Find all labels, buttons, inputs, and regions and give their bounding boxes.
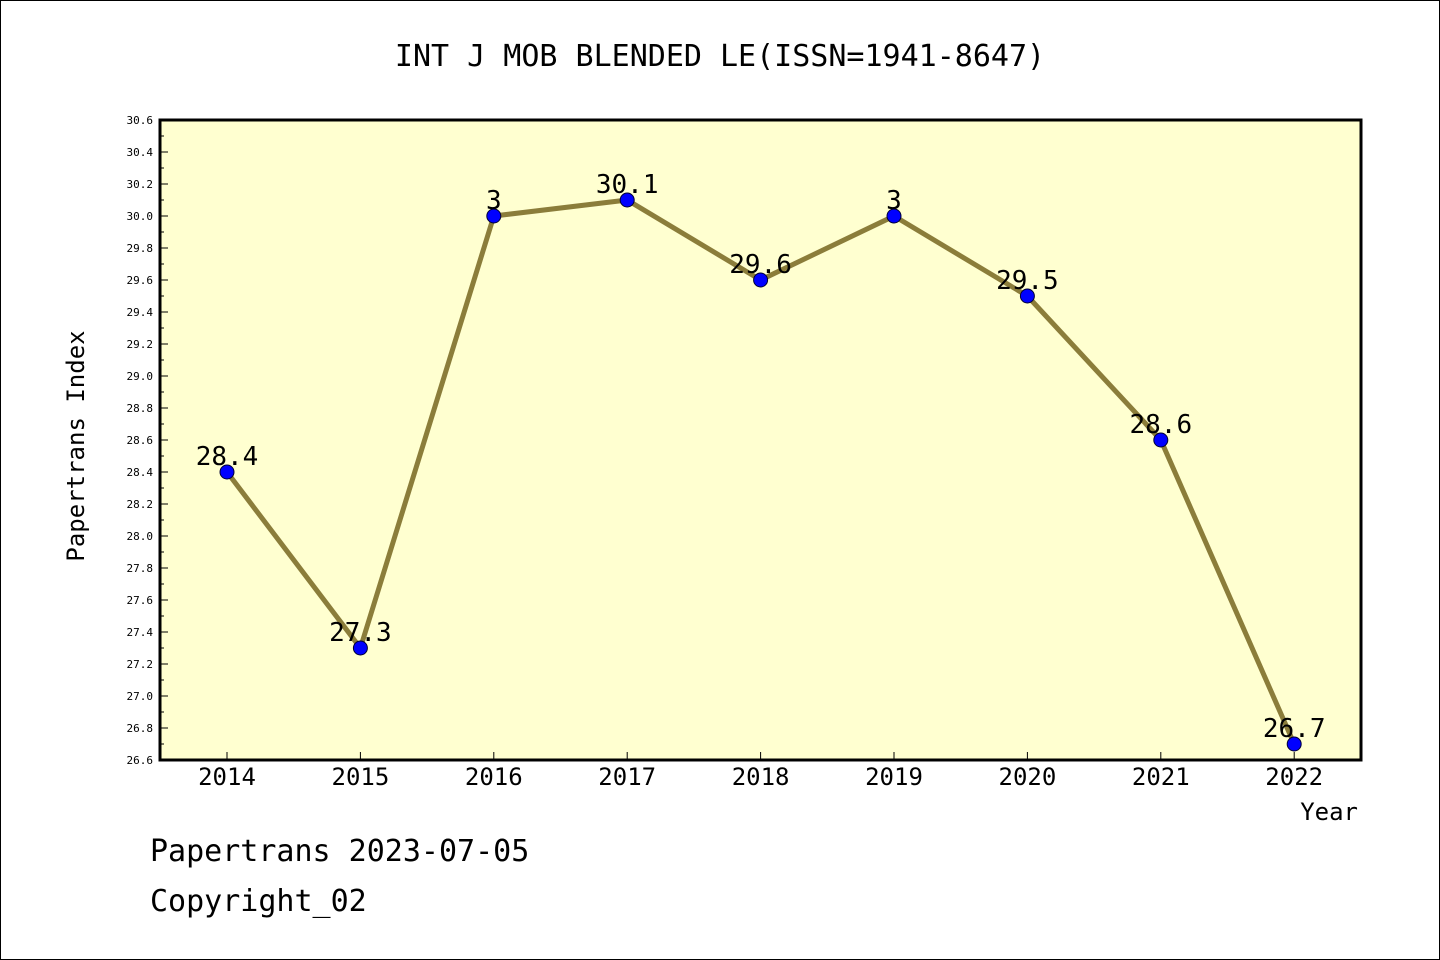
y-tick-label: 29.8 (127, 242, 154, 255)
x-tick-label: 2019 (865, 763, 923, 791)
y-tick-label: 28.4 (127, 466, 154, 479)
y-tick-label: 27.6 (127, 594, 154, 607)
y-tick-label: 29.0 (127, 370, 154, 383)
data-point (1286, 736, 1302, 752)
data-label: 3 (486, 186, 502, 216)
x-tick-label: 2018 (732, 763, 790, 791)
data-point (486, 208, 502, 224)
x-axis: 2014 2015 2016 2017 2018 2019 2020 2021 2022 (198, 752, 1323, 791)
y-tick-label: 27.0 (127, 690, 154, 703)
data-point (352, 640, 368, 656)
data-label: 26.7 (1263, 714, 1326, 744)
data-point (886, 208, 902, 224)
data-label: 30.1 (596, 170, 659, 200)
data-label: 27.3 (329, 618, 392, 648)
y-tick-label: 29.2 (127, 338, 154, 351)
data-labels: 28.4 27.3 3 30.1 29.6 3 29.5 28.6 26.7 (196, 170, 1326, 744)
y-tick-label: 30.2 (127, 178, 154, 191)
x-tick-label: 2014 (198, 763, 256, 791)
y-tick-label: 28.6 (127, 434, 154, 447)
y-tick-label: 30.6 (127, 114, 154, 127)
y-axis: 26.6 26.8 27.0 27.2 27.4 27.6 27.8 28.0 28.2 28.4… (127, 114, 168, 767)
y-tick-label: 28.8 (127, 402, 154, 415)
data-label: 29.6 (729, 250, 792, 280)
y-tick-label: 29.6 (127, 274, 154, 287)
footer-copyright: Copyright_02 (150, 884, 367, 919)
data-label: 28.6 (1129, 410, 1192, 440)
x-tick-label: 2021 (1132, 763, 1190, 791)
y-tick-label: 29.4 (127, 306, 154, 319)
y-axis-label: Papertrans Index (62, 330, 90, 561)
x-tick-label: 2022 (1265, 763, 1323, 791)
data-label: 28.4 (196, 442, 259, 472)
plot-area (158, 118, 1363, 762)
x-tick-label: 2017 (598, 763, 656, 791)
chart-title: INT J MOB BLENDED LE(ISSN=1941-8647) (395, 39, 1045, 74)
y-tick-label: 26.6 (127, 754, 154, 767)
data-point (1019, 288, 1035, 304)
y-tick-label: 27.4 (127, 626, 154, 639)
data-point (753, 272, 769, 288)
y-tick-label: 27.8 (127, 562, 154, 575)
data-label: 3 (886, 186, 902, 216)
x-axis-label: Year (1300, 798, 1358, 826)
y-tick-label: 28.2 (127, 498, 154, 511)
data-point (219, 464, 235, 480)
x-tick-label: 2016 (465, 763, 523, 791)
y-tick-label: 30.4 (127, 146, 154, 159)
data-label: 29.5 (996, 266, 1059, 296)
data-point (619, 192, 635, 208)
x-tick-label: 2015 (332, 763, 390, 791)
y-tick-label: 27.2 (127, 658, 154, 671)
data-point (1153, 432, 1169, 448)
series-markers (219, 192, 1302, 752)
y-tick-label: 30.0 (127, 210, 154, 223)
y-tick-label: 28.0 (127, 530, 154, 543)
y-tick-label: 26.8 (127, 722, 154, 735)
footer-date: Papertrans 2023-07-05 (150, 834, 530, 869)
x-tick-label: 2020 (999, 763, 1057, 791)
